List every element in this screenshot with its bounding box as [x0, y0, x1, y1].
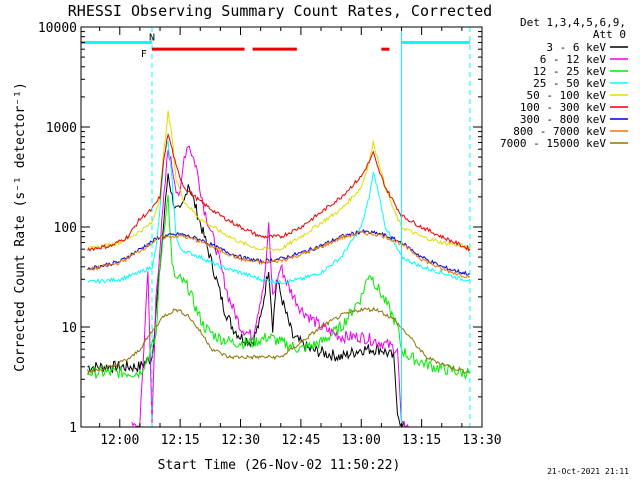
y-axis: 1 10 100 1000 10000 — [38, 21, 482, 436]
chart-title: RHESSI Observing Summary Count Rates, Co… — [68, 2, 492, 20]
x-axis: 12:00 12:15 12:30 12:45 13:00 13:15 13:30 — [99, 27, 502, 448]
x-axis-label: Start Time (26-Nov-02 11:50:22) — [158, 458, 401, 473]
x-tick-label: 13:00 — [342, 433, 381, 448]
legend-label: 6 - 12 keV — [540, 53, 607, 66]
x-tick-label: 13:30 — [462, 433, 501, 448]
y-tick-label: 100 — [54, 221, 77, 236]
plot-frame — [80, 26, 483, 428]
legend-label: 12 - 25 keV — [533, 65, 606, 78]
footer-date: 21-Oct-2021 21:11 — [547, 467, 629, 476]
annotation-N: N — [149, 33, 155, 44]
traces-layer — [87, 110, 471, 428]
y-tick-label: 1 — [69, 421, 77, 436]
y-tick-label: 10 — [61, 321, 77, 336]
series-line-1 — [131, 145, 410, 428]
annotation-F: F — [141, 49, 147, 60]
series-line-2 — [87, 194, 471, 380]
legend-label: 3 - 6 keV — [546, 41, 606, 54]
legend-header-line-1: Det 1,3,4,5,6,9, — [520, 16, 626, 29]
series-line-7 — [87, 229, 471, 279]
legend-label: 7000 - 15000 keV — [500, 137, 606, 150]
x-tick-label: 12:30 — [221, 433, 260, 448]
x-tick-label: 12:15 — [161, 433, 200, 448]
x-tick-label: 12:45 — [281, 433, 320, 448]
series-line-4 — [87, 110, 471, 252]
y-tick-label: 1000 — [46, 121, 77, 136]
series-line-3 — [87, 140, 471, 285]
y-tick-label: 10000 — [38, 21, 77, 36]
legend-header-line-2: Att 0 — [593, 28, 626, 41]
legend-label: 25 - 50 keV — [533, 77, 606, 90]
legend-label: 800 - 7000 keV — [513, 125, 606, 138]
y-axis-label: Corrected Count Rate (s⁻¹ detector⁻¹) — [13, 82, 28, 372]
legend-label: 100 - 300 keV — [520, 101, 606, 114]
x-tick-label: 13:15 — [402, 433, 441, 448]
series-line-8 — [87, 306, 471, 375]
legend-label: 50 - 100 keV — [527, 89, 607, 102]
legend-label: 300 - 800 keV — [520, 113, 606, 126]
x-tick-label: 12:00 — [100, 433, 139, 448]
series-line-0 — [87, 173, 410, 428]
